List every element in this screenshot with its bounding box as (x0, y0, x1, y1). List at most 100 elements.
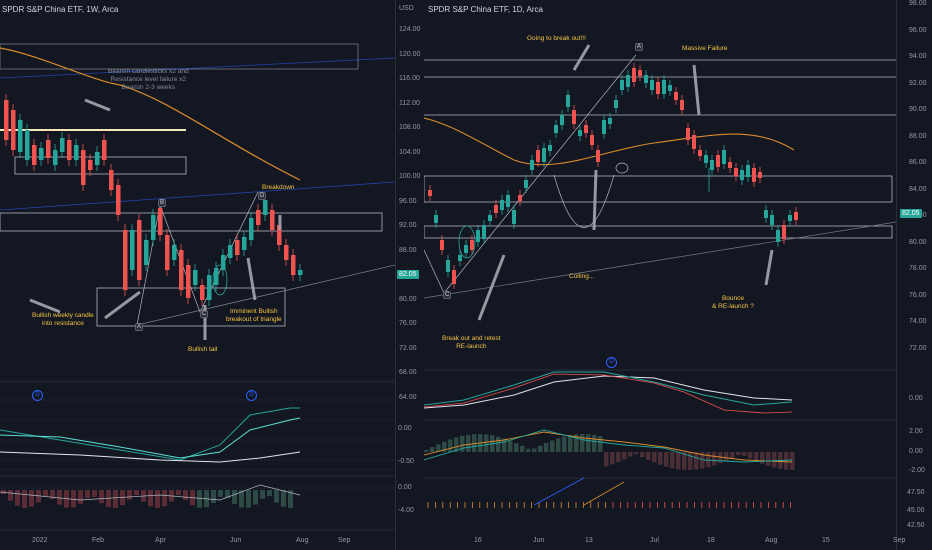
histogram-bar (790, 452, 795, 470)
going-to-break-out-annotation: Going to break out!!! (527, 35, 586, 42)
time-axis-tick: Aug (765, 537, 778, 544)
histogram-bar (430, 447, 435, 452)
histogram-bar (448, 439, 453, 452)
candle-body (207, 275, 212, 300)
candle-body (572, 110, 576, 124)
histogram-bar (484, 434, 489, 452)
moving-average (0, 47, 301, 181)
weekly-price-axis[interactable]: USD 124.00 120.00 116.00 112.00 108.00 104.00… (395, 0, 425, 550)
candle-body (722, 150, 726, 164)
histogram-bar (29, 490, 34, 507)
candle-body (81, 150, 86, 185)
osc-axis-tick: 2.00 (909, 428, 923, 435)
histogram-bar (748, 452, 753, 459)
pattern-marker-c: C (443, 291, 452, 299)
histogram-bar (658, 452, 663, 465)
histogram-bar (148, 490, 153, 507)
support-box (424, 225, 893, 239)
histogram-bar (742, 452, 747, 456)
weekly-chart-canvas[interactable] (0, 0, 395, 550)
candle-body (632, 68, 636, 82)
annotation-arrow (246, 257, 257, 301)
candle-body (710, 160, 714, 170)
histogram-bar (556, 438, 561, 452)
daily-chart-pane[interactable]: SPDR S&P China ETF, 1D, Arca Going to br… (424, 0, 896, 550)
candle-body (172, 245, 177, 260)
support-trendline (136, 264, 395, 326)
histogram-bar (700, 452, 705, 469)
indicator-line (533, 477, 585, 506)
candle-body (578, 130, 582, 136)
imminent-breakout-annotation: Imminent Bullish breakout of triangle (226, 308, 282, 323)
lower-axis-tick: 42.50 (907, 522, 925, 529)
pattern-marker-a: A (135, 323, 144, 331)
candle-body (452, 270, 456, 284)
candle-body (476, 230, 480, 242)
candle-body (542, 148, 546, 162)
osc-axis-tick: -4.00 (398, 507, 414, 514)
histogram-bar (724, 452, 729, 461)
histogram-bar (718, 452, 723, 464)
dividend-icon[interactable]: D (606, 357, 617, 368)
histogram-bar (646, 452, 651, 460)
histogram-bar (514, 443, 519, 452)
candle-body (782, 225, 786, 239)
histogram-bar (57, 490, 62, 505)
histogram-bar (616, 452, 621, 462)
daily-price-axis[interactable]: 98.00 96.00 94.00 92.00 90.00 88.00 86.00 84.00… (896, 0, 932, 550)
candle-body (242, 237, 247, 250)
candle-body (291, 255, 296, 275)
histogram-bar (628, 452, 633, 457)
highlight-ellipse (615, 162, 629, 174)
price-axis-tick: 72.00 (399, 344, 417, 352)
time-axis-tick: 2022 (32, 537, 48, 544)
histogram-bar (424, 450, 429, 452)
histogram-bar (99, 490, 104, 504)
candle-body (464, 245, 468, 253)
weekly-chart-pane[interactable]: SPDR S&P China ETF, 1W, Arca Bearish can… (0, 0, 395, 550)
annotation-arrow (84, 98, 111, 112)
price-pane (424, 0, 896, 370)
candle-body (668, 85, 672, 91)
annotation-arrow (764, 249, 774, 286)
histogram-bar (442, 441, 447, 452)
price-axis-tick: 104.00 (399, 148, 421, 156)
candle-body (686, 128, 690, 140)
candle-body (428, 190, 432, 196)
price-axis-tick: 68.00 (399, 369, 417, 376)
histogram-bar (706, 452, 711, 468)
histogram-bar (508, 440, 513, 452)
histogram-bar (544, 442, 549, 452)
time-axis-tick: Feb (92, 537, 105, 544)
resistance-box (424, 175, 893, 203)
candle-body (458, 255, 462, 261)
pattern-marker-d: D (258, 192, 267, 200)
candle-body (116, 185, 121, 215)
time-axis-tick: Jun (533, 537, 545, 544)
histogram-bar (8, 490, 13, 501)
histogram-bar (78, 490, 83, 504)
time-axis-tick: 18 (707, 537, 715, 544)
bullish-tail-annotation: Bullish tail (188, 346, 218, 353)
candle-body (560, 115, 564, 125)
daily-chart-title: SPDR S&P China ETF, 1D, Arca (428, 5, 544, 14)
histogram-bar (43, 490, 48, 496)
histogram-bar (580, 434, 585, 452)
histogram-bar (436, 444, 441, 452)
fast-line (424, 373, 793, 414)
highlight-ellipse (458, 225, 476, 259)
candle-body (794, 212, 798, 220)
daily-chart-canvas[interactable] (424, 0, 896, 550)
candle-body (692, 135, 696, 149)
candle-body (95, 152, 100, 165)
candle-body (482, 225, 486, 239)
candle-body (235, 240, 240, 255)
candle-body (67, 140, 72, 160)
dividend-icon[interactable]: D (32, 390, 43, 401)
histogram-bar (288, 490, 293, 508)
signal-line (424, 371, 793, 406)
histogram-bar (71, 490, 76, 508)
dividend-icon[interactable]: D (246, 390, 257, 401)
annotation-arrow (29, 298, 61, 314)
candle-body (25, 130, 30, 160)
